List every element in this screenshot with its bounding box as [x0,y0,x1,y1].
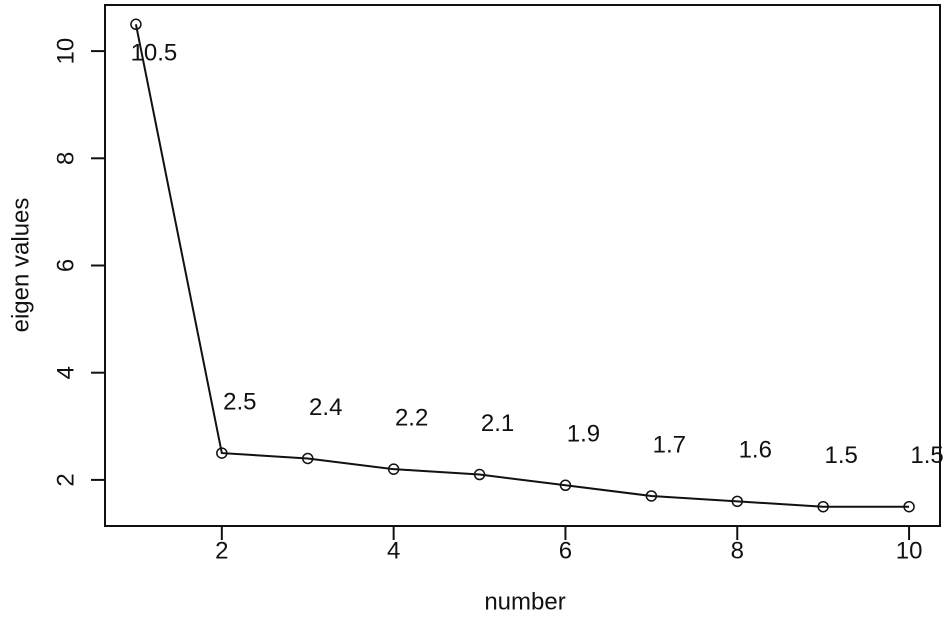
data-label: 2.1 [481,410,514,437]
point [387,463,400,475]
point [559,479,572,492]
series-line [134,24,910,508]
point [731,495,744,508]
data-label: 1.9 [567,421,600,448]
data-label: 2.4 [309,394,342,421]
data-label: 2.5 [223,388,256,415]
point [301,452,314,465]
x-tick-label: 8 [731,537,744,564]
point [216,447,228,459]
y-axis-label: eigen values [7,198,34,333]
y-tick-label: 8 [52,152,79,165]
point [817,500,829,513]
point [645,490,658,502]
point [473,468,486,481]
y-tick-label: 10 [52,38,79,65]
x-tick-label: 2 [215,537,228,564]
point [903,500,915,513]
y-tick-label: 4 [52,366,79,379]
x-tick-label: 6 [559,537,572,564]
data-label: 1.5 [824,442,857,469]
data-label: 10.5 [131,40,178,67]
data-label: 1.6 [739,437,772,464]
data-label: 2.2 [395,405,428,432]
data-label: 1.5 [910,442,943,469]
point [130,18,142,31]
x-tick-label: 4 [387,537,400,564]
x-axis-label: number [484,588,565,615]
x-tick-label: 10 [896,537,923,564]
data-label: 1.7 [653,431,686,458]
y-tick-label: 2 [52,473,79,486]
y-tick-label: 6 [52,259,79,272]
plot-frame [104,4,941,527]
